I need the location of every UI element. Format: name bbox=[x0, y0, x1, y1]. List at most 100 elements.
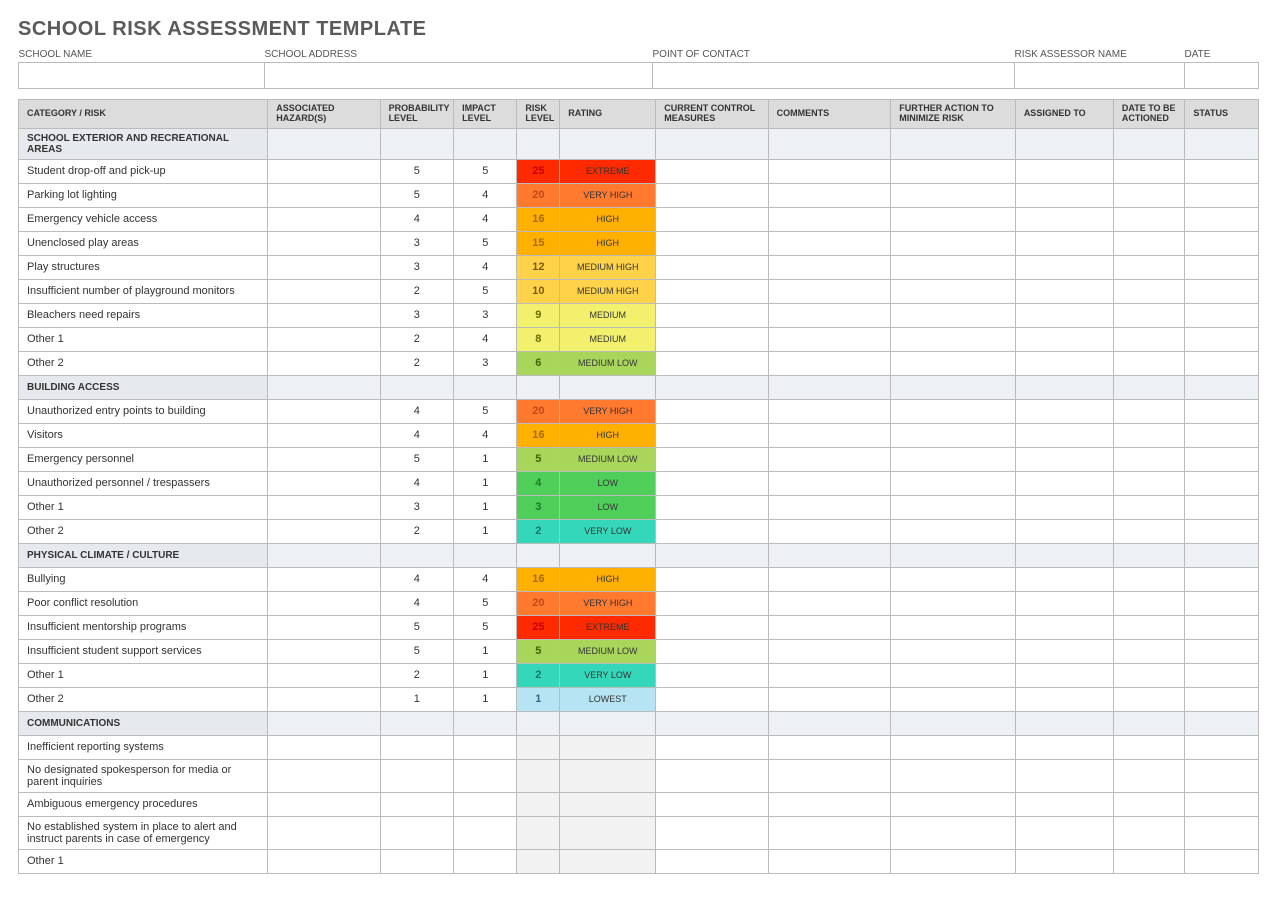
status-cell[interactable] bbox=[1185, 471, 1259, 495]
status-cell[interactable] bbox=[1185, 816, 1259, 849]
comments-cell[interactable] bbox=[768, 639, 891, 663]
status-cell[interactable] bbox=[1185, 639, 1259, 663]
control-measures-cell[interactable] bbox=[656, 351, 768, 375]
impact-cell[interactable]: 5 bbox=[454, 399, 517, 423]
impact-cell[interactable] bbox=[454, 759, 517, 792]
date-actioned-cell[interactable] bbox=[1113, 447, 1184, 471]
status-cell[interactable] bbox=[1185, 183, 1259, 207]
comments-cell[interactable] bbox=[768, 849, 891, 873]
impact-cell[interactable]: 5 bbox=[454, 231, 517, 255]
hazard-cell[interactable] bbox=[268, 849, 380, 873]
info-input-cell[interactable] bbox=[19, 63, 265, 89]
further-action-cell[interactable] bbox=[891, 423, 1016, 447]
comments-cell[interactable] bbox=[768, 615, 891, 639]
further-action-cell[interactable] bbox=[891, 639, 1016, 663]
date-actioned-cell[interactable] bbox=[1113, 663, 1184, 687]
impact-cell[interactable]: 1 bbox=[454, 519, 517, 543]
comments-cell[interactable] bbox=[768, 447, 891, 471]
assigned-to-cell[interactable] bbox=[1015, 816, 1113, 849]
hazard-cell[interactable] bbox=[268, 519, 380, 543]
assigned-to-cell[interactable] bbox=[1015, 567, 1113, 591]
control-measures-cell[interactable] bbox=[656, 399, 768, 423]
probability-cell[interactable]: 3 bbox=[380, 255, 454, 279]
date-actioned-cell[interactable] bbox=[1113, 615, 1184, 639]
assigned-to-cell[interactable] bbox=[1015, 759, 1113, 792]
probability-cell[interactable]: 1 bbox=[380, 687, 454, 711]
further-action-cell[interactable] bbox=[891, 663, 1016, 687]
further-action-cell[interactable] bbox=[891, 471, 1016, 495]
comments-cell[interactable] bbox=[768, 567, 891, 591]
assigned-to-cell[interactable] bbox=[1015, 615, 1113, 639]
probability-cell[interactable]: 4 bbox=[380, 399, 454, 423]
control-measures-cell[interactable] bbox=[656, 327, 768, 351]
control-measures-cell[interactable] bbox=[656, 447, 768, 471]
status-cell[interactable] bbox=[1185, 495, 1259, 519]
probability-cell[interactable] bbox=[380, 849, 454, 873]
further-action-cell[interactable] bbox=[891, 849, 1016, 873]
date-actioned-cell[interactable] bbox=[1113, 207, 1184, 231]
hazard-cell[interactable] bbox=[268, 735, 380, 759]
probability-cell[interactable]: 3 bbox=[380, 495, 454, 519]
status-cell[interactable] bbox=[1185, 849, 1259, 873]
hazard-cell[interactable] bbox=[268, 759, 380, 792]
probability-cell[interactable]: 5 bbox=[380, 159, 454, 183]
control-measures-cell[interactable] bbox=[656, 255, 768, 279]
comments-cell[interactable] bbox=[768, 759, 891, 792]
further-action-cell[interactable] bbox=[891, 303, 1016, 327]
comments-cell[interactable] bbox=[768, 423, 891, 447]
status-cell[interactable] bbox=[1185, 423, 1259, 447]
impact-cell[interactable]: 3 bbox=[454, 303, 517, 327]
further-action-cell[interactable] bbox=[891, 519, 1016, 543]
probability-cell[interactable]: 4 bbox=[380, 567, 454, 591]
hazard-cell[interactable] bbox=[268, 687, 380, 711]
further-action-cell[interactable] bbox=[891, 327, 1016, 351]
date-actioned-cell[interactable] bbox=[1113, 351, 1184, 375]
hazard-cell[interactable] bbox=[268, 495, 380, 519]
assigned-to-cell[interactable] bbox=[1015, 495, 1113, 519]
further-action-cell[interactable] bbox=[891, 567, 1016, 591]
probability-cell[interactable]: 2 bbox=[380, 663, 454, 687]
status-cell[interactable] bbox=[1185, 615, 1259, 639]
date-actioned-cell[interactable] bbox=[1113, 849, 1184, 873]
impact-cell[interactable]: 1 bbox=[454, 471, 517, 495]
control-measures-cell[interactable] bbox=[656, 687, 768, 711]
comments-cell[interactable] bbox=[768, 495, 891, 519]
hazard-cell[interactable] bbox=[268, 471, 380, 495]
control-measures-cell[interactable] bbox=[656, 471, 768, 495]
probability-cell[interactable]: 2 bbox=[380, 327, 454, 351]
assigned-to-cell[interactable] bbox=[1015, 399, 1113, 423]
assigned-to-cell[interactable] bbox=[1015, 303, 1113, 327]
further-action-cell[interactable] bbox=[891, 591, 1016, 615]
control-measures-cell[interactable] bbox=[656, 303, 768, 327]
control-measures-cell[interactable] bbox=[656, 639, 768, 663]
hazard-cell[interactable] bbox=[268, 399, 380, 423]
control-measures-cell[interactable] bbox=[656, 183, 768, 207]
assigned-to-cell[interactable] bbox=[1015, 279, 1113, 303]
control-measures-cell[interactable] bbox=[656, 231, 768, 255]
hazard-cell[interactable] bbox=[268, 303, 380, 327]
date-actioned-cell[interactable] bbox=[1113, 639, 1184, 663]
date-actioned-cell[interactable] bbox=[1113, 471, 1184, 495]
status-cell[interactable] bbox=[1185, 303, 1259, 327]
further-action-cell[interactable] bbox=[891, 159, 1016, 183]
status-cell[interactable] bbox=[1185, 663, 1259, 687]
comments-cell[interactable] bbox=[768, 399, 891, 423]
comments-cell[interactable] bbox=[768, 351, 891, 375]
assigned-to-cell[interactable] bbox=[1015, 327, 1113, 351]
impact-cell[interactable]: 5 bbox=[454, 591, 517, 615]
comments-cell[interactable] bbox=[768, 255, 891, 279]
control-measures-cell[interactable] bbox=[656, 792, 768, 816]
probability-cell[interactable]: 5 bbox=[380, 615, 454, 639]
control-measures-cell[interactable] bbox=[656, 816, 768, 849]
assigned-to-cell[interactable] bbox=[1015, 183, 1113, 207]
hazard-cell[interactable] bbox=[268, 207, 380, 231]
hazard-cell[interactable] bbox=[268, 351, 380, 375]
comments-cell[interactable] bbox=[768, 687, 891, 711]
comments-cell[interactable] bbox=[768, 471, 891, 495]
status-cell[interactable] bbox=[1185, 279, 1259, 303]
probability-cell[interactable] bbox=[380, 735, 454, 759]
status-cell[interactable] bbox=[1185, 327, 1259, 351]
impact-cell[interactable]: 5 bbox=[454, 615, 517, 639]
date-actioned-cell[interactable] bbox=[1113, 423, 1184, 447]
impact-cell[interactable]: 1 bbox=[454, 495, 517, 519]
